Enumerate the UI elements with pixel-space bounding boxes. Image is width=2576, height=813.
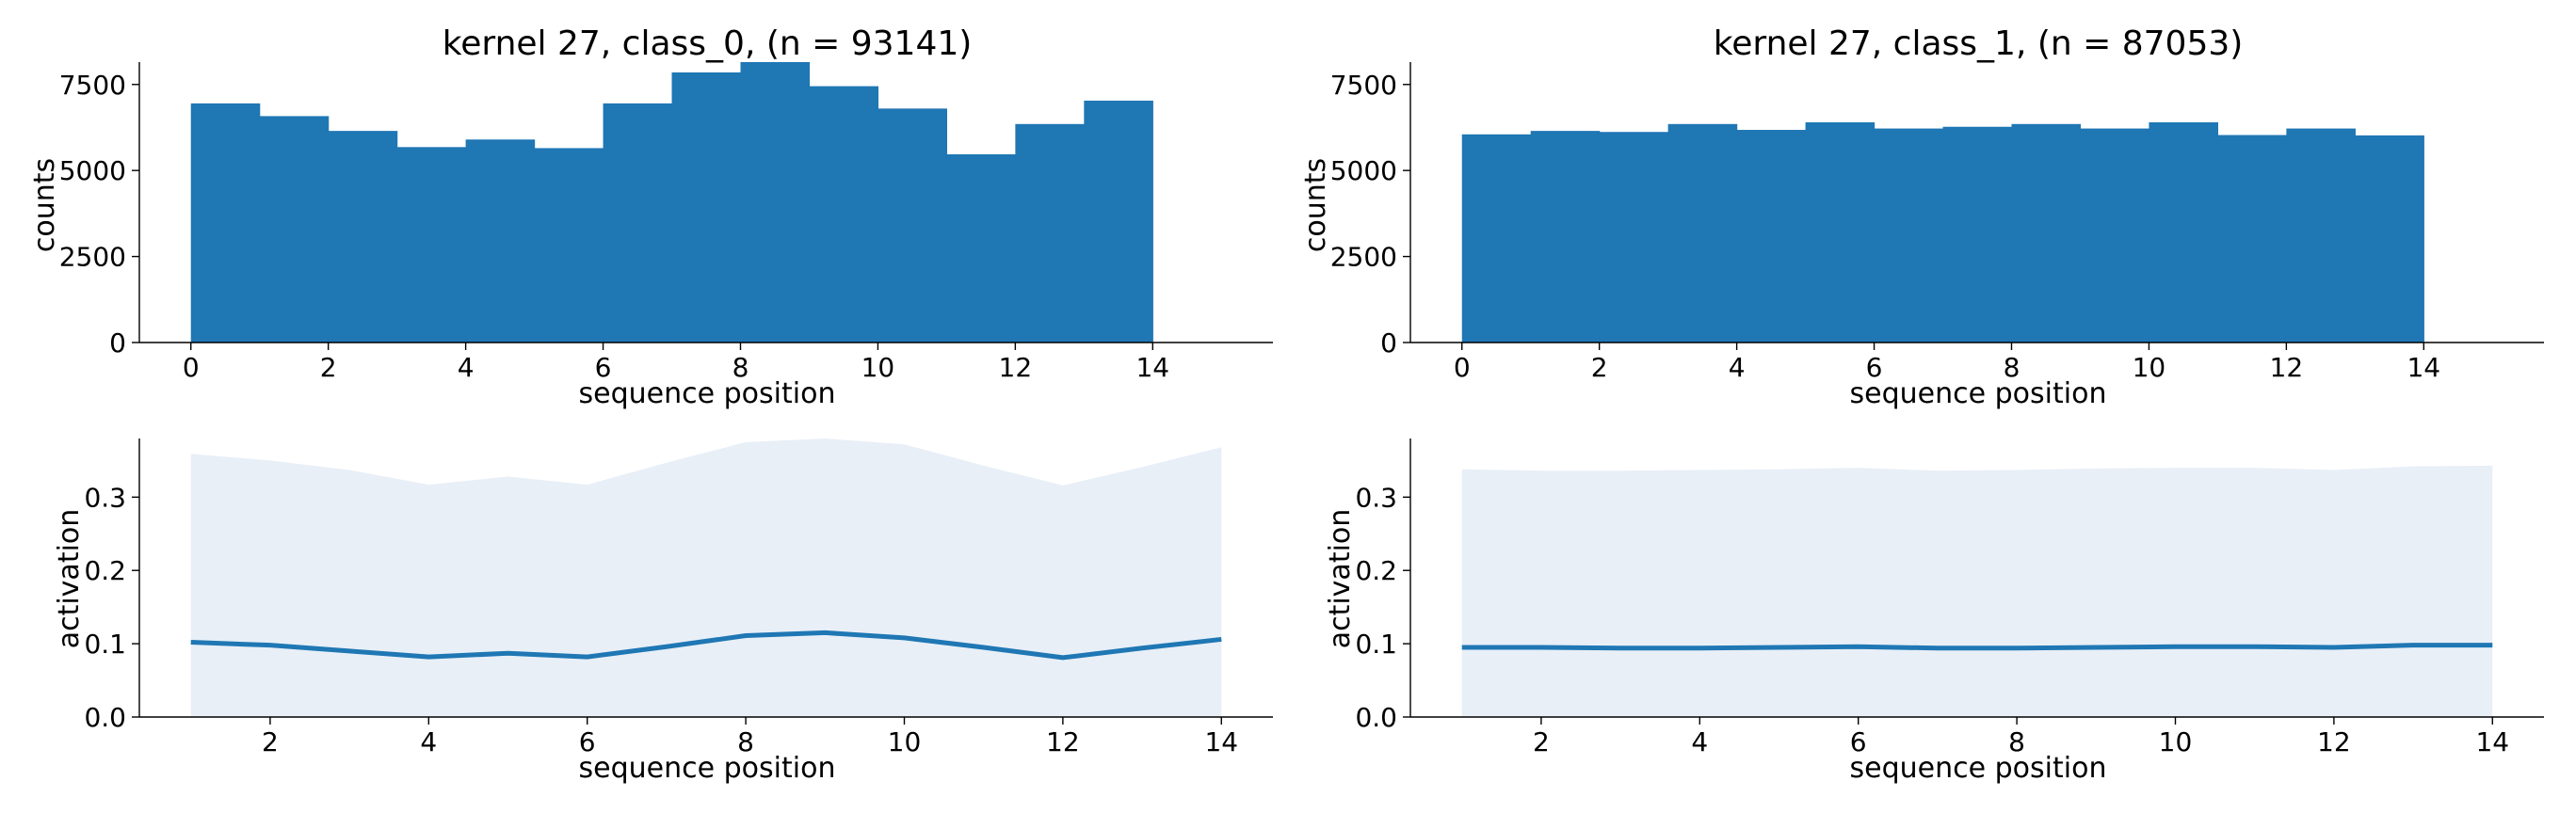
histogram-bar <box>1736 130 1807 343</box>
histogram-bar <box>603 103 673 343</box>
histogram-bar <box>2149 121 2218 343</box>
histogram-bar <box>1530 131 1601 343</box>
activation-band <box>190 438 1222 717</box>
x-tick-label: 6 <box>579 726 596 757</box>
histogram-bar <box>465 139 536 343</box>
x-axis-label: sequence position <box>579 377 836 410</box>
x-tick-label: 2 <box>1591 352 1608 383</box>
y-tick-label: 0.0 <box>1355 702 1397 733</box>
x-tick-label: 0 <box>1454 352 1471 383</box>
histogram-bar <box>259 116 330 343</box>
y-tick-label: 7500 <box>1330 70 1397 101</box>
histogram-bar <box>1805 121 1876 343</box>
x-tick-label: 12 <box>999 352 1033 383</box>
y-tick-label: 0 <box>109 327 126 359</box>
mean-activation-line <box>1461 643 2493 651</box>
x-tick-label: 6 <box>1850 726 1867 757</box>
histogram-bar <box>190 103 261 343</box>
panel-histogram-class-1: kernel 27, class_1, (n = 87053) sequence… <box>1299 24 2544 410</box>
x-tick-label: 14 <box>1135 352 1169 383</box>
x-tick-label: 12 <box>2270 352 2304 383</box>
y-tick-label: 5000 <box>59 155 126 186</box>
histogram-bar <box>671 72 742 343</box>
x-axis-label: sequence position <box>1850 752 2107 785</box>
histogram-bar <box>1874 128 1944 343</box>
histogram-bar <box>2286 128 2356 343</box>
histogram-bar <box>877 108 947 343</box>
x-tick-label: 8 <box>2008 726 2025 757</box>
panel-histogram-class-0: kernel 27, class_0, (n = 93141) sequence… <box>28 24 1273 410</box>
x-tick-label: 2 <box>262 726 279 757</box>
x-tick-label: 4 <box>1691 726 1708 757</box>
histogram-bar <box>328 131 398 343</box>
histogram-bar <box>2080 128 2150 343</box>
x-axis-label: sequence position <box>1850 377 2107 410</box>
y-tick-label: 0.1 <box>1355 629 1397 660</box>
x-tick-label: 10 <box>2133 352 2166 383</box>
histogram-bar <box>2217 135 2287 343</box>
x-tick-label: 4 <box>458 352 475 383</box>
x-tick-label: 12 <box>1046 726 1080 757</box>
x-tick-label: 8 <box>733 352 749 383</box>
y-tick-label: 0.2 <box>1355 555 1397 586</box>
y-axis-label: counts <box>28 158 61 252</box>
x-tick-label: 4 <box>1729 352 1746 383</box>
y-tick-label: 0 <box>1380 327 1397 359</box>
histogram-bar <box>809 86 879 343</box>
panel-title: kernel 27, class_0, (n = 93141) <box>443 24 973 63</box>
y-axis-label: activation <box>1324 509 1357 649</box>
x-tick-label: 0 <box>183 352 200 383</box>
x-tick-label: 10 <box>888 726 922 757</box>
x-tick-label: 8 <box>2004 352 2021 383</box>
y-tick-label: 2500 <box>59 242 126 273</box>
x-tick-label: 14 <box>1204 726 1238 757</box>
y-axis-label: counts <box>1299 158 1332 252</box>
y-tick-label: 7500 <box>59 70 126 101</box>
panel-title: kernel 27, class_1, (n = 87053) <box>1714 24 2244 63</box>
y-axis-label: activation <box>53 509 86 649</box>
histogram-bar <box>534 148 604 343</box>
y-tick-label: 0.3 <box>84 482 126 513</box>
y-tick-label: 0.1 <box>84 629 126 660</box>
mean-activation-line <box>190 630 1222 661</box>
histogram-bar <box>1084 100 1153 343</box>
activation-band <box>1461 465 2493 717</box>
histogram-bar <box>1667 123 1738 343</box>
panel-activation-class-1: sequence position activation 2 4 6 8 10 12 14 0… <box>1324 438 2544 785</box>
histogram-bar <box>740 62 811 343</box>
x-tick-label: 6 <box>1866 352 1883 383</box>
x-tick-label: 12 <box>2317 726 2351 757</box>
x-tick-label: 10 <box>2159 726 2193 757</box>
histogram-bar <box>1599 132 1669 343</box>
y-tick-label: 0.2 <box>84 555 126 586</box>
x-tick-label: 8 <box>737 726 754 757</box>
histogram-bar <box>1942 126 2013 343</box>
histogram-bar <box>2011 123 2082 343</box>
x-axis-label: sequence position <box>579 752 836 785</box>
x-tick-label: 6 <box>595 352 612 383</box>
y-tick-label: 5000 <box>1330 155 1397 186</box>
x-tick-label: 14 <box>2407 352 2440 383</box>
x-tick-label: 2 <box>320 352 337 383</box>
y-tick-label: 0.0 <box>84 702 126 733</box>
x-tick-label: 14 <box>2475 726 2509 757</box>
histogram-bar <box>2355 135 2424 343</box>
histogram-bar <box>1015 123 1085 343</box>
y-tick-label: 0.3 <box>1355 482 1397 513</box>
x-tick-label: 2 <box>1533 726 1550 757</box>
histogram-bar <box>1461 134 1532 343</box>
panel-activation-class-0: sequence position activation 2 4 6 8 10 12 14 0… <box>53 438 1273 785</box>
y-tick-label: 2500 <box>1330 242 1397 273</box>
x-tick-label: 4 <box>420 726 437 757</box>
histogram-bar <box>946 153 1016 343</box>
histogram-bar <box>396 147 467 343</box>
x-tick-label: 10 <box>861 352 895 383</box>
